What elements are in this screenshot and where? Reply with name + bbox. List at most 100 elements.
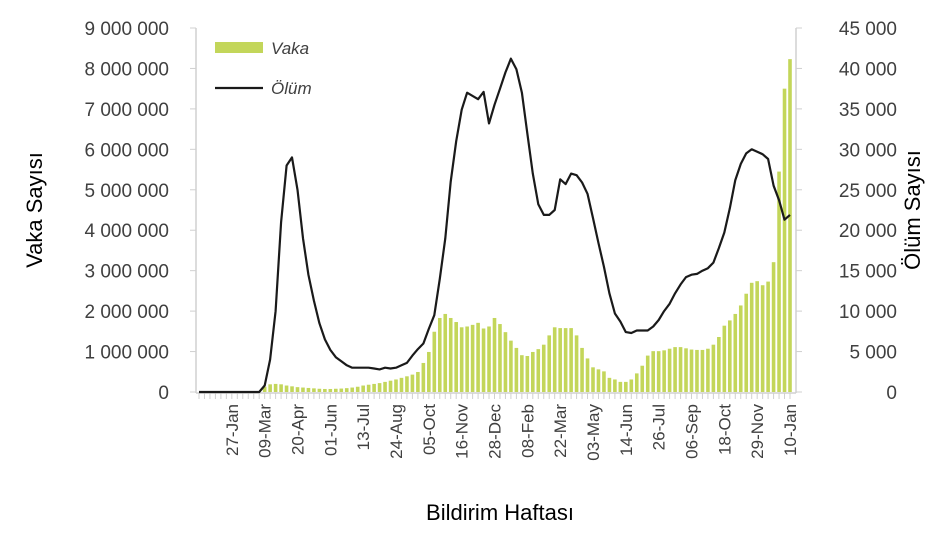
x-tick-label: 08-Feb <box>518 404 537 458</box>
y-tick-label-right: 20 000 <box>839 221 897 242</box>
y-tick-label-right: 15 000 <box>839 262 897 283</box>
vaka-bar <box>689 349 694 392</box>
vaka-bar <box>634 373 639 392</box>
vaka-bar <box>273 383 278 392</box>
vaka-bar <box>481 328 486 392</box>
x-tick-label: 05-Oct <box>420 404 439 455</box>
vaka-bar <box>558 328 562 392</box>
vaka-bars <box>257 59 792 393</box>
vaka-bar <box>585 358 590 392</box>
vaka-bar <box>399 377 404 392</box>
y-tick-label-right: 0 <box>886 383 897 404</box>
vaka-bar <box>640 365 645 392</box>
vaka-bar <box>361 385 365 392</box>
vaka-bar <box>487 326 491 392</box>
y-tick-label-right: 35 000 <box>839 100 897 121</box>
y-axis-left-title: Vaka Sayısı <box>22 152 47 268</box>
vaka-bar <box>459 327 464 392</box>
y-tick-label-left: 4 000 000 <box>84 221 169 242</box>
y-tick-label-left: 1 000 000 <box>84 343 169 364</box>
vaka-bar <box>279 384 283 392</box>
olum-line <box>199 57 791 394</box>
y-tick-label-left: 6 000 000 <box>84 140 169 161</box>
vaka-bar <box>591 367 595 392</box>
x-tick-label: 10-Jan <box>781 404 800 456</box>
vaka-bar <box>624 381 628 392</box>
x-tick-label: 09-Mar <box>256 404 275 458</box>
vaka-bar <box>673 347 677 392</box>
vaka-bar <box>771 262 776 392</box>
vaka-bar <box>706 348 710 392</box>
y-tick-label-right: 45 000 <box>839 19 897 40</box>
x-tick-labels: 27-Jan 09-Mar 20-Apr 01-Jun 13-Jul 24-Aug 05-O… <box>223 404 800 461</box>
x-tick-label: 06-Sep <box>683 404 702 459</box>
x-tick-label: 24-Aug <box>387 404 406 459</box>
vaka-bar <box>728 320 732 392</box>
vaka-bar <box>377 383 382 392</box>
vaka-bar <box>514 347 519 392</box>
x-tick-label: 13-Jul <box>354 404 373 450</box>
vaka-bar <box>563 328 568 392</box>
x-axis-title: Bildirim Haftası <box>426 500 574 525</box>
vaka-bar <box>306 387 311 392</box>
vaka-bar <box>607 377 612 392</box>
x-tick-label: 26-Jul <box>650 404 669 450</box>
vaka-bar <box>695 349 699 392</box>
y-tick-label-left: 0 <box>158 383 169 404</box>
vaka-bar <box>520 355 524 392</box>
vaka-bar <box>355 386 360 392</box>
vaka-bar <box>454 322 458 392</box>
vaka-bar <box>427 351 431 392</box>
vaka-bar <box>366 384 371 392</box>
vaka-bar <box>618 381 623 392</box>
vaka-bar <box>476 322 480 392</box>
vaka-bar <box>421 362 426 392</box>
vaka-bar <box>334 388 338 392</box>
vaka-bar <box>738 305 743 392</box>
vaka-bar <box>547 335 552 392</box>
y-tick-label-right: 10 000 <box>839 302 897 323</box>
x-ticks <box>198 393 791 399</box>
vaka-bar <box>755 281 759 392</box>
vaka-bar <box>394 379 398 392</box>
legend-vaka-swatch <box>215 42 263 53</box>
vaka-bar <box>569 328 573 392</box>
vaka-bar <box>684 348 688 392</box>
vaka-bar <box>344 388 349 392</box>
x-tick-label: 28-Dec <box>486 404 505 459</box>
vaka-bar <box>503 332 508 392</box>
x-tick-label: 29-Nov <box>748 404 767 459</box>
vaka-bar <box>465 326 469 392</box>
vaka-bar <box>531 351 535 392</box>
x-tick-label: 20-Apr <box>289 404 308 455</box>
vaka-bar <box>629 379 634 392</box>
y-tick-label-left: 8 000 000 <box>84 59 169 80</box>
vaka-bar <box>744 293 749 392</box>
legend: Vaka Ölüm <box>215 39 312 98</box>
vaka-bar <box>328 388 333 392</box>
y-tick-label-left: 9 000 000 <box>84 19 169 40</box>
y-tick-label-right: 5 000 <box>849 343 897 364</box>
vaka-bar <box>651 351 655 392</box>
vaka-bar <box>733 313 738 392</box>
x-tick-label: 14-Jun <box>617 404 636 456</box>
vaka-bar <box>596 369 601 392</box>
vaka-bar <box>284 385 289 392</box>
vaka-bar <box>662 350 666 392</box>
vaka-bar <box>602 371 606 392</box>
x-tick-label: 18-Oct <box>715 404 734 455</box>
vaka-bar <box>656 351 661 392</box>
vaka-bar <box>777 171 781 392</box>
vaka-bar <box>290 386 294 392</box>
vaka-bar <box>312 388 316 392</box>
left-y-ticks: 0 1 000 000 2 000 000 3 000 000 4 000 000 5 0… <box>84 19 196 404</box>
y-tick-label-left: 2 000 000 <box>84 302 169 323</box>
vaka-bar <box>613 379 617 392</box>
y-tick-label-right: 30 000 <box>839 140 897 161</box>
vaka-bar <box>323 388 327 392</box>
vaka-bar <box>498 324 502 392</box>
vaka-bar <box>788 59 792 393</box>
x-tick-label: 03-May <box>584 404 603 461</box>
vaka-bar <box>525 356 530 392</box>
